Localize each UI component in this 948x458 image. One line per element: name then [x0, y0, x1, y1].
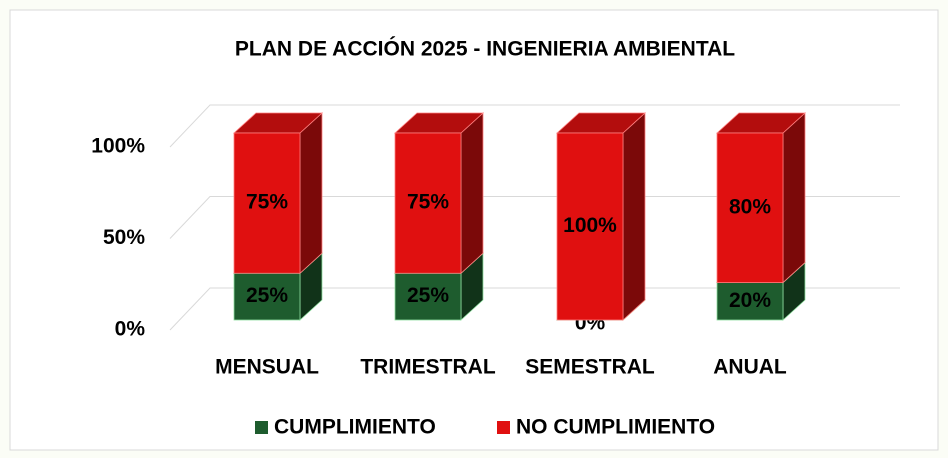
- legend-label: NO CUMPLIMIENTO: [516, 416, 715, 439]
- bar-segment: [555, 112, 647, 321]
- data-label: 100%: [563, 214, 617, 237]
- bar-side: [299, 112, 323, 275]
- bar-segment: [393, 112, 485, 275]
- data-label: 75%: [407, 191, 449, 214]
- bar: [716, 282, 784, 321]
- x-tick-label: MENSUAL: [215, 356, 319, 379]
- data-label: 25%: [407, 284, 449, 307]
- grid-line: [169, 196, 900, 239]
- bar-side: [460, 112, 484, 275]
- grid-line: [169, 287, 900, 331]
- bar: [556, 132, 624, 321]
- y-tick-label: 0%: [115, 318, 146, 341]
- y-tick-label: 50%: [103, 226, 145, 249]
- chart-title: PLAN DE ACCIÓN 2025 - INGENIERIA AMBIENT…: [235, 37, 735, 61]
- data-label: 75%: [246, 191, 288, 214]
- bar-side: [622, 112, 646, 321]
- bar: [233, 132, 301, 274]
- legend-swatch: [497, 421, 510, 434]
- data-label: 80%: [729, 195, 771, 218]
- data-label: 20%: [729, 289, 771, 312]
- legend-swatch: [255, 421, 268, 434]
- x-tick-label: SEMESTRAL: [525, 356, 655, 379]
- bar: [716, 132, 784, 284]
- x-tick-label: TRIMESTRAL: [360, 356, 495, 379]
- bar-segment: [232, 112, 324, 275]
- data-label: 25%: [246, 284, 288, 307]
- bar-side: [782, 112, 806, 284]
- bar: [394, 132, 462, 274]
- bar: [394, 272, 462, 321]
- y-tick-label: 100%: [91, 135, 145, 158]
- grid-line: [169, 104, 900, 148]
- bar: [233, 272, 301, 321]
- legend-label: CUMPLIMIENTO: [274, 416, 436, 439]
- bar-segment: [715, 112, 807, 284]
- x-tick-label: ANUAL: [713, 356, 787, 379]
